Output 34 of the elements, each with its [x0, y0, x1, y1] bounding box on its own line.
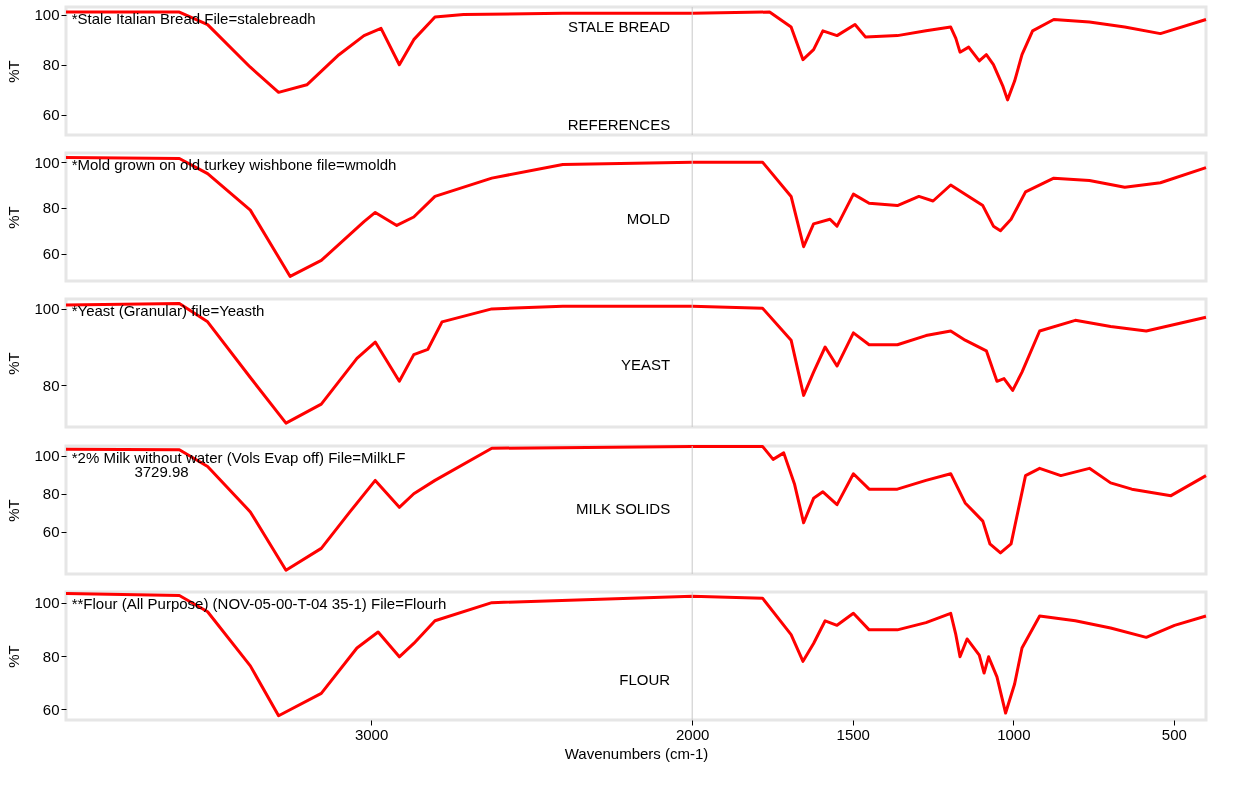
y-axis-title: %T	[5, 645, 23, 668]
x-tick-label: 1500	[836, 725, 870, 743]
y-tick-label: 60	[42, 523, 60, 541]
annotation: 3729.98	[134, 463, 189, 480]
y-axis-title: %T	[5, 352, 23, 375]
x-tick-label: 1000	[997, 725, 1031, 743]
x-tick-label: 2000	[676, 725, 710, 743]
y-tick-label: 100	[34, 6, 60, 24]
annotation: STALE BREAD	[567, 18, 671, 35]
y-axis-title: %T	[5, 206, 23, 229]
annotation: FLOUR	[619, 671, 671, 688]
y-tick-label: 60	[42, 245, 60, 263]
y-tick-label: 100	[34, 300, 60, 318]
annotation: *Stale Italian Bread File=stalebreadh	[71, 10, 316, 27]
y-tick-label: 80	[42, 56, 60, 74]
y-axis-title: %T	[5, 499, 23, 522]
x-axis-title: Wavenumbers (cm-1)	[564, 744, 709, 762]
annotation: *Yeast (Granular) file=Yeasth	[71, 302, 265, 319]
y-tick-label: 80	[42, 485, 60, 503]
annotation: MILK SOLIDS	[576, 500, 671, 517]
annotation: MOLD	[626, 210, 671, 227]
y-tick-label: 100	[34, 153, 60, 171]
y-tick-label: 60	[42, 106, 60, 124]
y-tick-label: 80	[42, 376, 60, 394]
y-axis-title: %T	[5, 60, 23, 83]
y-tick-label: 100	[34, 447, 60, 465]
y-tick-label: 80	[42, 647, 60, 665]
x-tick-label: 500	[1161, 725, 1187, 743]
y-tick-label: 80	[42, 199, 60, 217]
x-tick-label: 3000	[354, 725, 389, 743]
y-tick-label: 100	[34, 594, 60, 612]
annotation: YEAST	[621, 356, 671, 373]
annotation: REFERENCES	[567, 116, 671, 133]
y-tick-label: 60	[42, 700, 60, 718]
